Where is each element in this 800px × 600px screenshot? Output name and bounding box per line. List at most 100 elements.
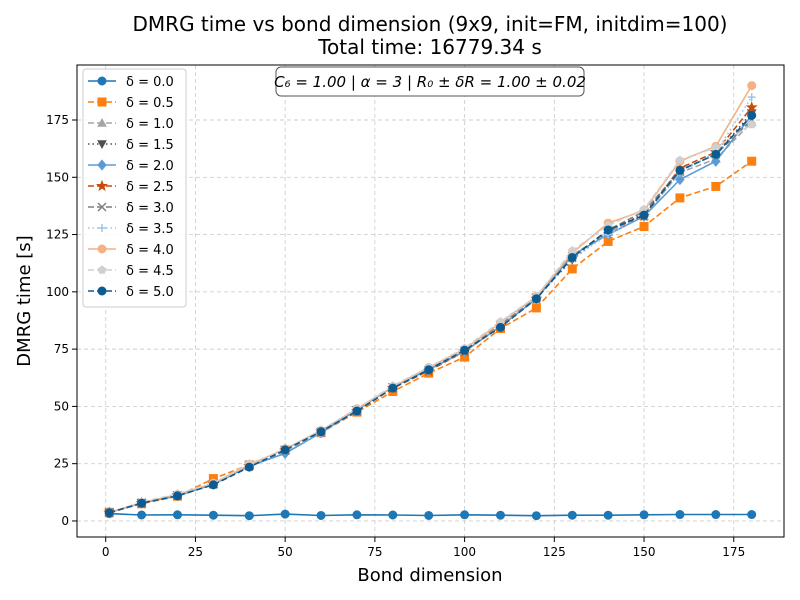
data-point: [244, 511, 254, 521]
y-tick-label: 0: [61, 514, 69, 528]
x-tick-label: 150: [633, 545, 656, 559]
legend-marker: [95, 179, 109, 192]
legend-entry: δ = 4.0: [88, 243, 174, 258]
legend-marker: [97, 286, 107, 296]
legend-marker: [97, 202, 107, 212]
legend-label: δ = 1.5: [126, 138, 174, 153]
data-point: [137, 510, 147, 520]
data-point: [495, 510, 505, 520]
data-point: [244, 462, 254, 472]
chart-subtitle: Total time: 16779.34 s: [317, 35, 542, 59]
legend-entry: δ = 4.5: [88, 264, 174, 279]
data-point: [711, 510, 721, 520]
y-axis-label: DMRG time [s]: [14, 235, 35, 366]
legend-entry: δ = 3.5: [88, 222, 174, 237]
data-point: [460, 510, 470, 520]
x-axis-label: Bond dimension: [357, 565, 502, 586]
legend-entry: δ = 5.0: [88, 285, 174, 300]
legend-label: δ = 5.0: [126, 285, 174, 300]
y-tick-label: 175: [46, 113, 69, 127]
legend-marker: [97, 76, 107, 86]
legend-label: δ = 2.0: [126, 159, 174, 174]
legend-marker: [97, 97, 107, 107]
legend-label: δ = 4.5: [126, 264, 174, 279]
x-axis: 0 25 50 75 100 125 150 175: [102, 537, 745, 559]
data-point: [316, 510, 326, 520]
annotation-text: C₆ = 1.00 | α = 3 | R₀ ± δR = 1.00 ± 0.0…: [274, 73, 586, 91]
data-point: [280, 445, 290, 455]
y-tick-label: 150: [46, 170, 69, 184]
data-point: [531, 511, 541, 521]
data-point: [747, 119, 757, 129]
legend-label: δ = 3.5: [126, 222, 174, 237]
y-tick-label: 125: [46, 228, 69, 242]
data-point: [711, 149, 721, 159]
series-10: [104, 110, 757, 518]
data-point: [639, 222, 649, 232]
data-point: [711, 155, 721, 167]
legend-marker: [97, 244, 107, 254]
x-tick-label: 175: [722, 545, 745, 559]
legend-label: δ = 2.5: [126, 180, 174, 195]
data-point: [424, 365, 434, 375]
y-axis: 0 25 50 75 100 125 150 175: [46, 113, 77, 528]
data-point: [388, 383, 398, 393]
legend-marker: [98, 224, 106, 232]
legend-marker: [97, 117, 107, 127]
y-tick-label: 50: [54, 399, 69, 413]
legend-entry: δ = 0.5: [88, 96, 174, 111]
data-point: [747, 510, 757, 520]
legend: δ = 0.0 δ = 0.5 δ = 1.0 δ = 1.5 δ = 2.0 δ = 2…: [82, 68, 187, 308]
legend-frame: [82, 68, 187, 308]
legend-label: δ = 4.0: [126, 243, 174, 258]
data-point: [567, 252, 577, 262]
legend-label: δ = 3.0: [126, 201, 174, 216]
legend-marker: [97, 140, 107, 150]
legend-marker: [97, 265, 107, 274]
data-point: [352, 510, 362, 520]
data-point: [208, 480, 218, 490]
legend-marker: [97, 159, 107, 171]
legend-entry: δ = 3.0: [88, 201, 174, 216]
x-tick-label: 75: [367, 545, 382, 559]
data-point: [747, 156, 757, 166]
plot-area: [103, 81, 758, 521]
legend-label: δ = 0.0: [126, 75, 174, 90]
data-point: [747, 110, 757, 120]
data-point: [172, 510, 182, 520]
legend-entry: δ = 2.0: [88, 159, 174, 174]
data-point: [137, 498, 147, 508]
data-point: [639, 210, 649, 220]
data-point: [639, 510, 649, 520]
data-point: [208, 510, 218, 520]
grid: [77, 65, 784, 537]
data-point: [747, 93, 756, 102]
y-tick-label: 75: [54, 342, 69, 356]
data-point: [745, 101, 758, 113]
data-point: [424, 510, 434, 520]
data-point: [316, 427, 326, 437]
data-point: [531, 294, 541, 304]
legend-label: δ = 1.0: [126, 117, 174, 132]
data-point: [675, 165, 685, 175]
data-point: [352, 406, 362, 416]
x-tick-label: 0: [102, 545, 110, 559]
legend-entry: δ = 1.0: [88, 117, 174, 132]
data-point: [747, 81, 757, 91]
data-point: [388, 510, 398, 520]
x-tick-label: 50: [278, 545, 293, 559]
data-point: [280, 509, 290, 519]
data-point: [172, 491, 182, 501]
data-point: [495, 322, 505, 332]
data-point: [567, 264, 577, 274]
data-point: [603, 510, 613, 520]
data-point: [675, 155, 685, 164]
axes-frame: [76, 64, 785, 538]
x-tick-label: 25: [188, 545, 203, 559]
series-0: [104, 509, 757, 521]
annotation-box: C₆ = 1.00 | α = 3 | R₀ ± δR = 1.00 ± 0.0…: [274, 66, 586, 97]
data-point: [531, 303, 541, 313]
legend-entry: δ = 2.5: [88, 179, 174, 195]
y-tick-label: 25: [54, 457, 69, 471]
